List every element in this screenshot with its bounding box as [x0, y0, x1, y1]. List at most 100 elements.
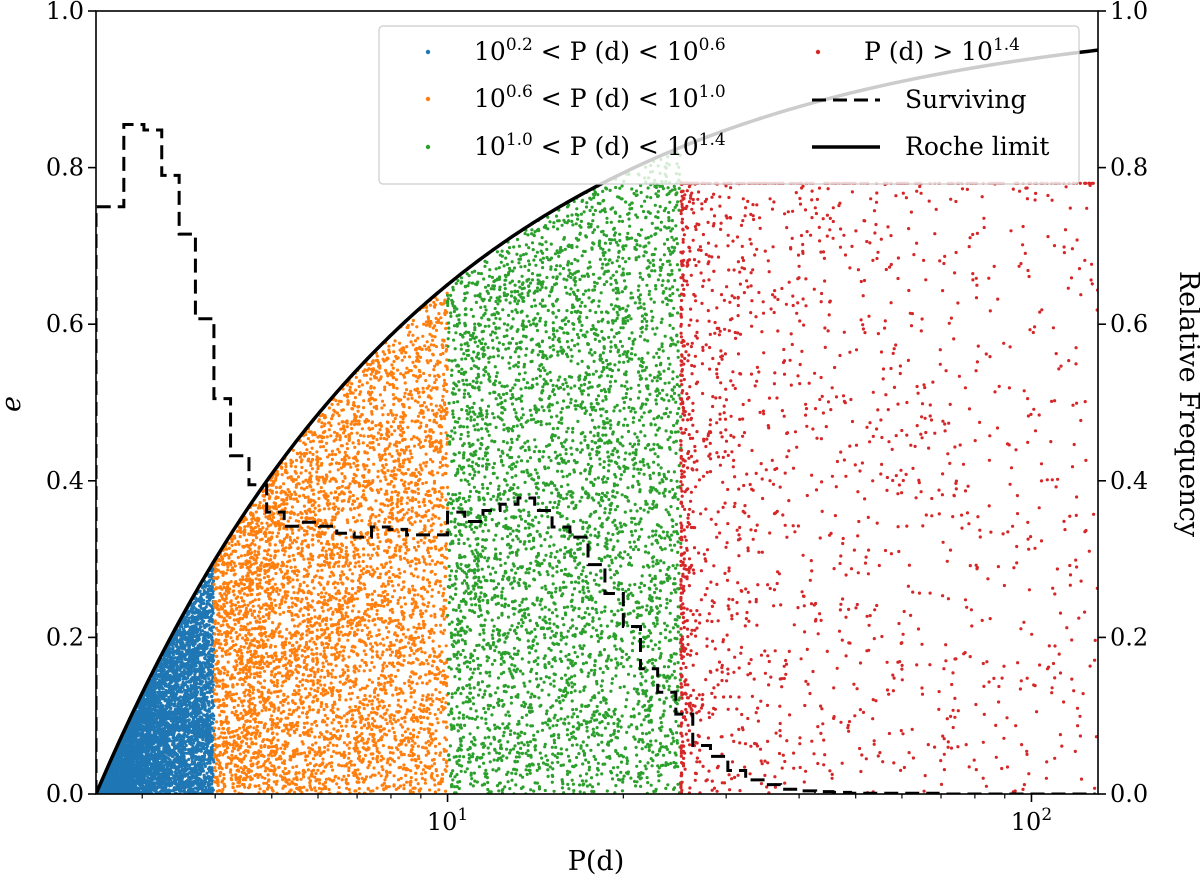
data-point [200, 703, 204, 707]
data-point [178, 765, 182, 769]
data-point [210, 782, 214, 786]
data-point [156, 705, 160, 709]
data-point [185, 650, 189, 654]
data-point [208, 598, 212, 602]
data-point [178, 625, 182, 629]
data-point [142, 714, 146, 718]
data-point [148, 771, 152, 776]
data-point [182, 675, 186, 679]
data-point [155, 740, 159, 744]
data-point [209, 648, 213, 652]
data-point [204, 780, 208, 784]
data-point [173, 699, 177, 703]
data-point [207, 677, 211, 681]
data-point [182, 728, 186, 732]
data-point [162, 764, 166, 768]
data-point [192, 734, 197, 738]
data-point [150, 766, 155, 770]
data-point [147, 754, 151, 758]
data-point [155, 708, 159, 713]
data-point [203, 764, 207, 769]
data-point [193, 786, 197, 790]
data-point [202, 649, 206, 653]
scatter-series-1 [96, 564, 216, 794]
data-point [190, 757, 194, 761]
data-point [195, 629, 200, 633]
data-point [196, 727, 200, 731]
data-point [173, 753, 177, 757]
data-point [209, 779, 213, 783]
data-point [201, 720, 205, 725]
data-point [204, 680, 208, 684]
data-point [203, 631, 207, 635]
data-point [203, 656, 207, 660]
data-point [161, 753, 165, 757]
data-point [194, 696, 198, 700]
data-point [202, 756, 206, 761]
data-point [178, 695, 182, 699]
data-point [183, 657, 187, 661]
data-point [190, 687, 194, 691]
data-point [176, 683, 180, 687]
data-point [164, 756, 169, 760]
data-point [182, 783, 186, 787]
data-point [153, 718, 157, 723]
data-point [164, 733, 168, 738]
data-point [153, 781, 157, 785]
data-point [186, 658, 191, 662]
data-point [192, 634, 196, 639]
data-point [199, 760, 203, 764]
data-point [193, 601, 197, 606]
data-point [189, 704, 193, 708]
data-point [183, 790, 187, 794]
data-point [173, 770, 177, 775]
data-point [201, 586, 205, 590]
data-point [173, 649, 177, 653]
data-point [199, 688, 203, 692]
data-point [165, 703, 170, 708]
data-point [186, 700, 191, 704]
data-point [203, 661, 207, 665]
data-point [193, 670, 198, 675]
data-point [212, 729, 216, 733]
data-point [202, 773, 206, 777]
data-point [163, 760, 167, 764]
data-point [170, 647, 174, 651]
data-point [211, 658, 216, 663]
data-point [182, 688, 186, 692]
data-point [144, 711, 148, 715]
data-point [126, 777, 130, 781]
scatter-points [96, 148, 1098, 794]
data-point [175, 640, 179, 644]
data-point [170, 719, 174, 723]
data-point [169, 750, 173, 754]
data-point [155, 755, 159, 759]
data-point [168, 739, 172, 743]
data-point [210, 614, 214, 618]
data-point [184, 773, 188, 777]
data-point [174, 679, 178, 683]
data-point [211, 683, 215, 687]
data-point [187, 757, 191, 762]
data-point [160, 718, 164, 722]
data-point [169, 777, 173, 781]
data-point [197, 719, 201, 723]
data-point [210, 790, 214, 794]
data-point [196, 644, 200, 648]
data-point [205, 612, 209, 616]
data-point [206, 632, 210, 637]
data-point [146, 775, 150, 780]
data-point [146, 727, 151, 731]
data-point [200, 680, 204, 684]
data-point [208, 734, 213, 738]
data-point [184, 652, 188, 657]
data-point [183, 766, 188, 770]
data-point [208, 603, 212, 607]
data-point [190, 641, 194, 646]
data-point [152, 748, 156, 753]
data-point [190, 638, 194, 643]
data-point [202, 589, 206, 593]
data-point [150, 722, 154, 726]
data-point [192, 754, 196, 758]
